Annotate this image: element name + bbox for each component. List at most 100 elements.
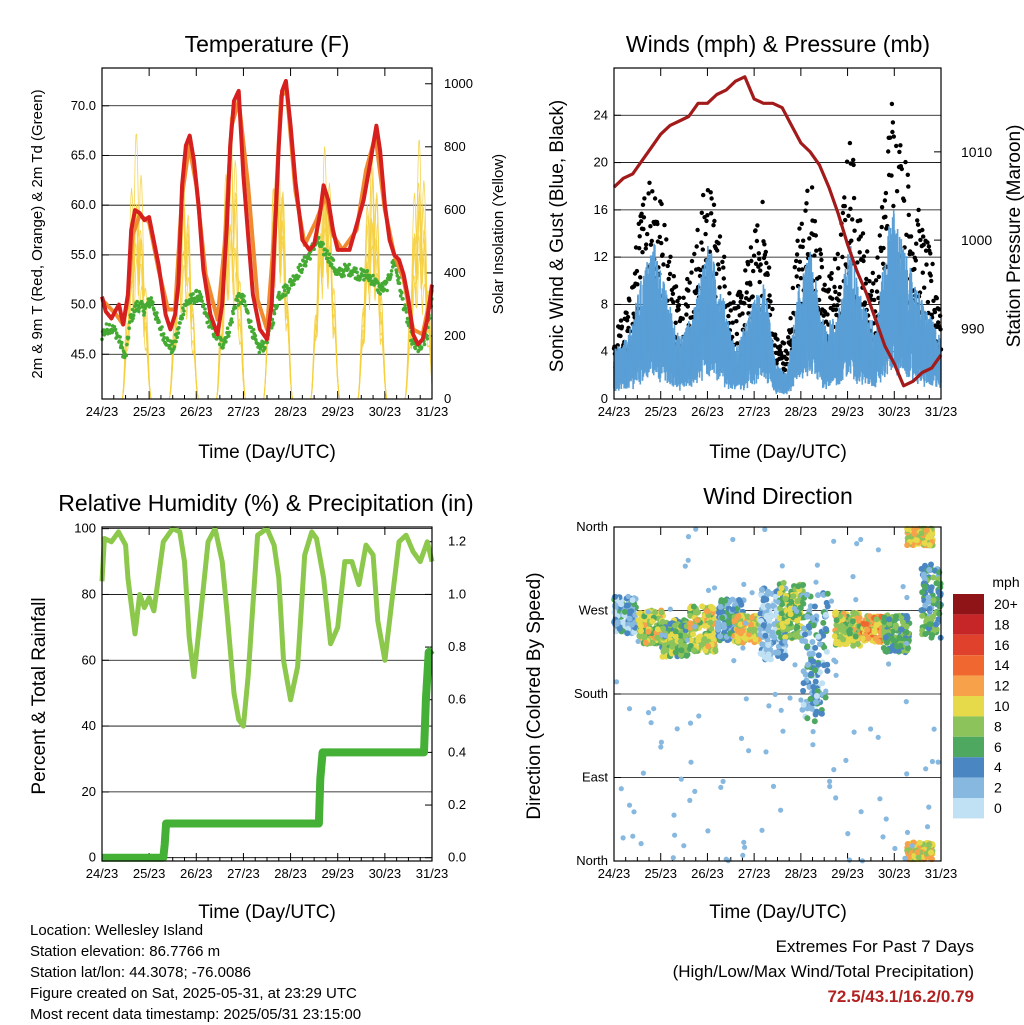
gust-point (753, 228, 757, 232)
gust-point (797, 226, 801, 230)
direction-point (641, 771, 646, 776)
direction-series (611, 526, 944, 864)
direction-point (937, 590, 943, 596)
direction-point (643, 640, 649, 646)
gust-point (712, 219, 716, 223)
dewpoint-point (258, 351, 262, 355)
gust-point (874, 278, 878, 282)
direction-point (691, 604, 697, 610)
y-tick-label: 20 (594, 155, 608, 170)
direction-point (636, 639, 641, 644)
direction-point (719, 615, 725, 621)
gust-point (814, 233, 818, 237)
direction-point (925, 824, 930, 829)
x-tick-label: 30/23 (878, 404, 911, 419)
dewpoint-point (121, 346, 125, 350)
gust-point (894, 144, 898, 148)
gust-point (762, 242, 766, 246)
gust-point (858, 250, 862, 254)
direction-point (673, 628, 679, 634)
x-tick-label: 29/23 (321, 404, 354, 419)
direction-point (783, 596, 789, 602)
direction-point (927, 621, 933, 627)
direction-point (671, 813, 676, 818)
temperature-xlabel: Time (Day/UTC) (198, 442, 336, 463)
dewpoint-point (283, 289, 287, 293)
gust-point (718, 234, 722, 238)
gust-point (801, 239, 805, 243)
direction-point (917, 840, 923, 846)
direction-point (881, 645, 887, 651)
direction-point (688, 760, 693, 765)
gust-point (895, 189, 899, 193)
y-tick-label: 45.0 (71, 346, 96, 361)
direction-point (904, 595, 909, 600)
gust-point (722, 276, 726, 280)
direction-point (794, 598, 800, 604)
winds-panel: Winds (mph) & Pressure (mb) 048121620242… (547, 31, 1024, 463)
gust-point (703, 232, 707, 236)
gust-point (871, 271, 875, 275)
gust-point (836, 252, 840, 256)
gust-point (712, 203, 716, 207)
direction-point (810, 684, 816, 690)
dewpoint-point (326, 257, 330, 261)
gust-point (646, 191, 650, 195)
y2-tick-label: 0.8 (448, 639, 466, 654)
gust-point (830, 271, 834, 275)
direction-point (922, 602, 928, 608)
dewpoint-point (321, 242, 325, 246)
direction-point (816, 662, 822, 668)
solar-line (405, 140, 434, 399)
direction-point (759, 652, 765, 658)
direction-point (815, 563, 820, 568)
gust-point (749, 259, 753, 263)
direction-point (902, 856, 907, 861)
direction-point (922, 631, 928, 637)
precip-line (102, 650, 432, 858)
direction-point (615, 619, 621, 625)
gust-point (705, 213, 709, 217)
direction-point (825, 591, 831, 597)
y2-tick-label: 1000 (444, 76, 473, 91)
gust-point (638, 275, 642, 279)
direction-point (864, 627, 870, 633)
gust-point (764, 261, 768, 265)
gust-point (912, 267, 916, 271)
gust-point (746, 262, 750, 266)
gust-point (902, 199, 906, 203)
direction-point (612, 602, 618, 608)
direction-point (815, 592, 821, 598)
solar-line (122, 134, 151, 399)
direction-point (746, 748, 751, 753)
x-tick-label: 24/23 (598, 404, 631, 419)
gust-point (848, 141, 852, 145)
direction-point (659, 740, 664, 745)
gust-point (674, 321, 678, 325)
direction-point (749, 615, 755, 621)
y2-tick-label: 1.2 (448, 534, 466, 549)
dewpoint-point (385, 289, 389, 293)
direction-point (629, 622, 635, 628)
direction-point (619, 786, 624, 791)
direction-point (651, 706, 656, 711)
direction-point (681, 843, 686, 848)
gust-point (800, 267, 804, 271)
gust-point (709, 190, 713, 194)
dewpoint-point (127, 326, 131, 330)
y-tick-label: 4 (601, 344, 608, 359)
direction-point (813, 712, 819, 718)
direction-point (795, 583, 801, 589)
gust-point (843, 218, 847, 222)
direction-point (813, 699, 819, 705)
direction-point (775, 600, 780, 605)
gust-point (890, 130, 894, 134)
direction-point (819, 711, 825, 717)
gust-point (735, 341, 739, 345)
gust-point (914, 258, 918, 262)
gust-point (890, 102, 894, 106)
direction-point (812, 645, 818, 651)
direction-point (623, 603, 629, 609)
gust-point (862, 254, 866, 258)
gust-point (884, 191, 888, 195)
